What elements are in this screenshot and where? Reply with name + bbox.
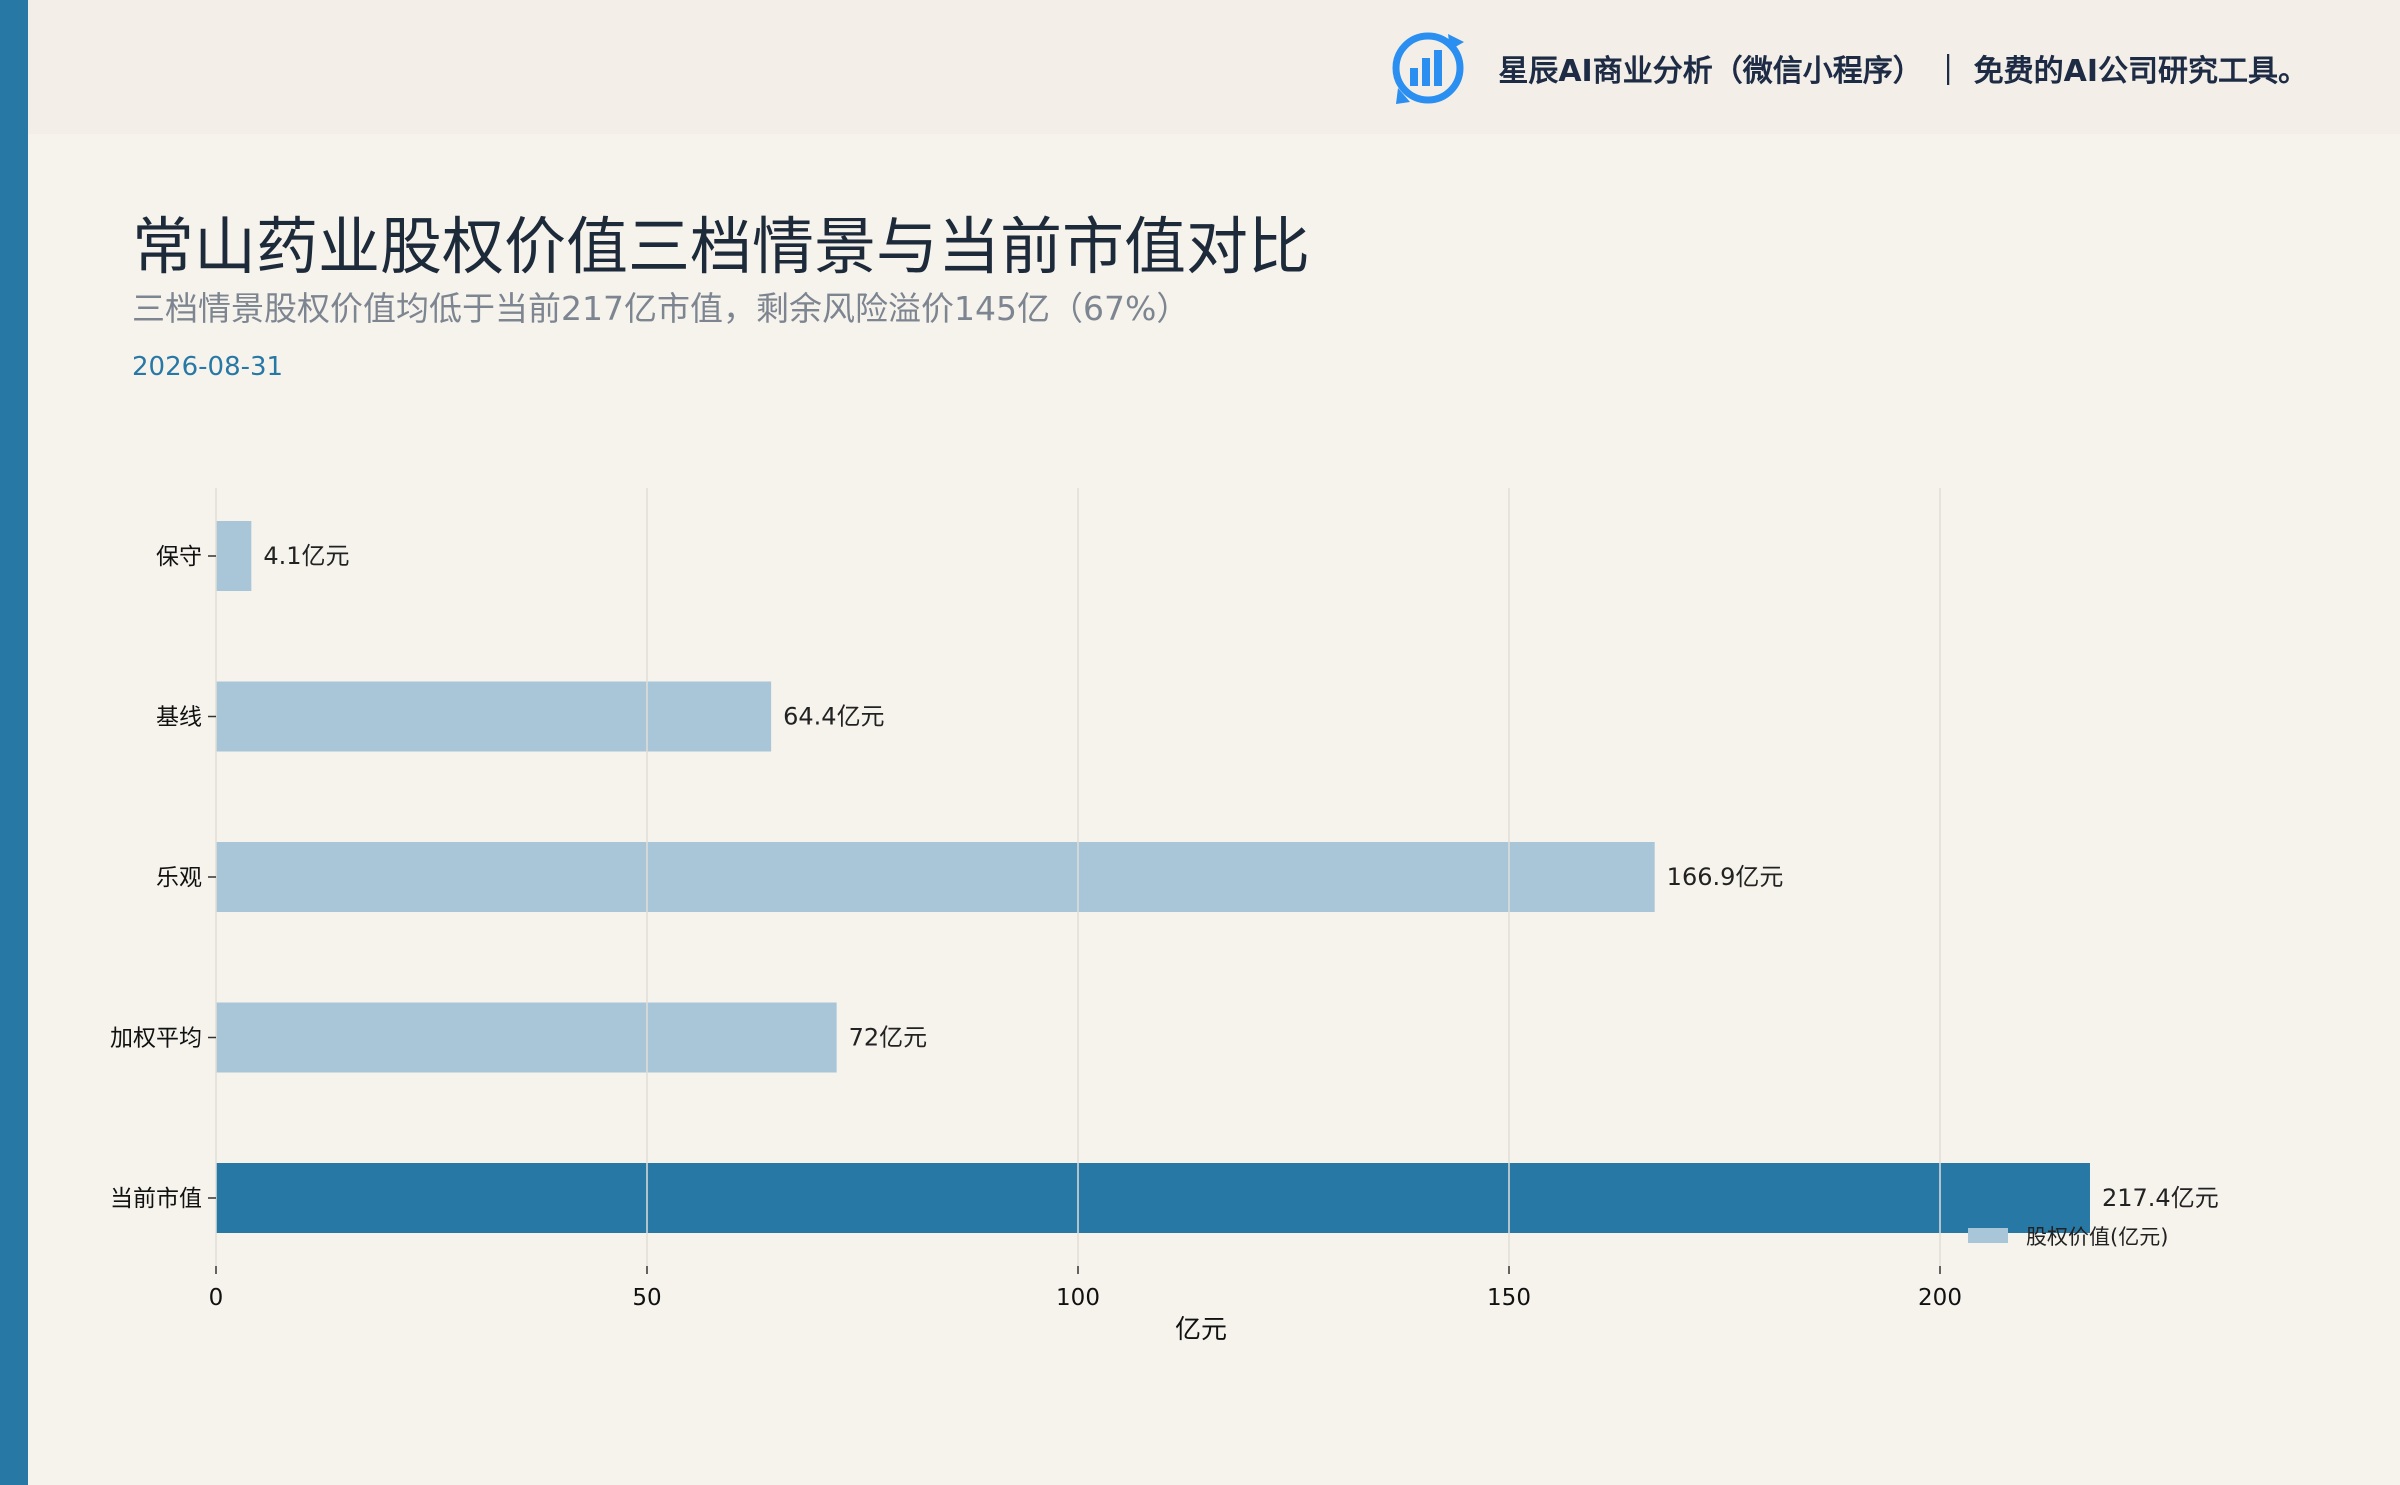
data-label: 72亿元 bbox=[849, 1024, 928, 1052]
x-tick-label: 150 bbox=[1487, 1285, 1531, 1311]
brand-tagline: 星辰AI商业分析（微信小程序） ｜ 免费的AI公司研究工具。 bbox=[1498, 54, 2308, 89]
data-label: 4.1亿元 bbox=[263, 542, 349, 570]
chart-title: 常山药业股权价值三档情景与当前市值对比 bbox=[132, 210, 1311, 283]
legend-swatch bbox=[1968, 1228, 2008, 1243]
y-tick-label: 加权平均 bbox=[110, 1026, 202, 1052]
y-tick-label: 当前市值 bbox=[110, 1186, 202, 1212]
data-label: 64.4亿元 bbox=[783, 703, 884, 731]
brand: 星辰AI商业分析（微信小程序） ｜ 免费的AI公司研究工具。 bbox=[1388, 24, 2308, 112]
legend-label: 股权价值(亿元) bbox=[2026, 1225, 2168, 1249]
x-axis-title: 亿元 bbox=[1175, 1315, 1227, 1345]
y-tick-label: 基线 bbox=[156, 705, 202, 731]
bar-chart-refresh-icon bbox=[1392, 32, 1465, 104]
bar bbox=[216, 521, 252, 591]
x-tick-label: 50 bbox=[632, 1285, 661, 1311]
data-label: 166.9亿元 bbox=[1667, 863, 1784, 891]
bar bbox=[216, 1163, 2090, 1233]
y-tick-label: 乐观 bbox=[156, 865, 202, 891]
accent-stripe bbox=[0, 0, 28, 1485]
x-tick-label: 200 bbox=[1918, 1285, 1962, 1311]
bar bbox=[216, 1002, 837, 1073]
bar bbox=[216, 842, 1655, 912]
report-date: 2026-08-31 bbox=[132, 352, 284, 382]
chart-subtitle: 三档情景股权价值均低于当前217亿市值，剩余风险溢价145亿（67%） bbox=[132, 289, 1190, 328]
x-tick-label: 0 bbox=[209, 1285, 224, 1311]
x-tick-label: 100 bbox=[1056, 1285, 1100, 1311]
brand-header-bar: 星辰AI商业分析（微信小程序） ｜ 免费的AI公司研究工具。 bbox=[28, 0, 2400, 134]
data-label: 217.4亿元 bbox=[2102, 1184, 2219, 1212]
y-tick-label: 保守 bbox=[156, 544, 202, 570]
bar bbox=[216, 681, 772, 752]
